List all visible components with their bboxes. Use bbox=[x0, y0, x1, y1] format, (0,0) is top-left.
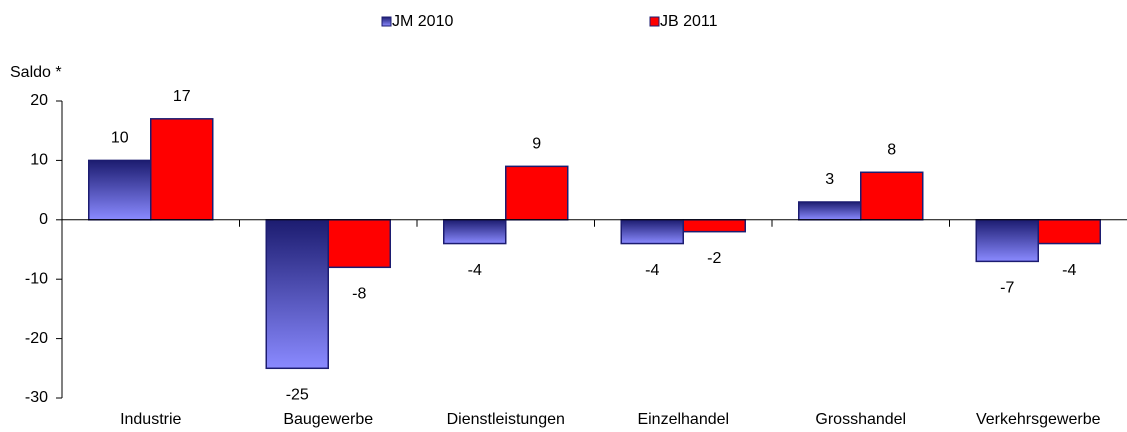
bar bbox=[88, 159, 152, 221]
bar bbox=[505, 165, 569, 221]
data-label: 3 bbox=[825, 171, 834, 188]
data-label: -25 bbox=[286, 387, 309, 404]
y-tick-label: 0 bbox=[39, 211, 48, 228]
x-tick-label: Grosshandel bbox=[815, 411, 906, 428]
data-label: -8 bbox=[352, 286, 366, 303]
legend-label: JM 2010 bbox=[392, 13, 453, 30]
x-tick-label: Baugewerbe bbox=[283, 411, 373, 428]
legend-label: JB 2011 bbox=[660, 13, 718, 30]
data-label: -7 bbox=[1000, 280, 1014, 297]
bar bbox=[798, 201, 862, 221]
x-tick-label: Einzelhandel bbox=[637, 411, 729, 428]
x-tick-label: Verkehrsgewerbe bbox=[976, 411, 1101, 428]
data-label: 8 bbox=[887, 141, 896, 158]
data-label: 17 bbox=[173, 88, 191, 105]
y-tick-label: 10 bbox=[30, 152, 48, 169]
y-tick-label: -10 bbox=[25, 270, 48, 287]
data-label: -4 bbox=[645, 262, 659, 279]
x-tick-label: Dienstleistungen bbox=[447, 411, 565, 428]
bar bbox=[975, 219, 1039, 263]
legend-marker bbox=[649, 16, 660, 27]
data-label: 9 bbox=[532, 136, 541, 153]
bar bbox=[327, 219, 391, 269]
bar bbox=[1037, 219, 1101, 245]
data-label: -4 bbox=[468, 262, 482, 279]
data-label: -2 bbox=[707, 250, 721, 267]
bar bbox=[443, 219, 507, 245]
legend-marker bbox=[381, 16, 392, 27]
bar bbox=[620, 219, 684, 245]
data-label: -4 bbox=[1062, 262, 1076, 279]
x-tick-label: Industrie bbox=[120, 411, 181, 428]
y-tick-label: -30 bbox=[25, 389, 48, 406]
y-tick-label: -20 bbox=[25, 330, 48, 347]
bar bbox=[265, 219, 329, 370]
data-label: 10 bbox=[111, 130, 129, 147]
bar bbox=[682, 219, 746, 233]
bar bbox=[150, 118, 214, 221]
y-tick-label: 20 bbox=[30, 92, 48, 109]
bar bbox=[860, 171, 924, 221]
y-axis-label: Saldo * bbox=[10, 64, 62, 81]
